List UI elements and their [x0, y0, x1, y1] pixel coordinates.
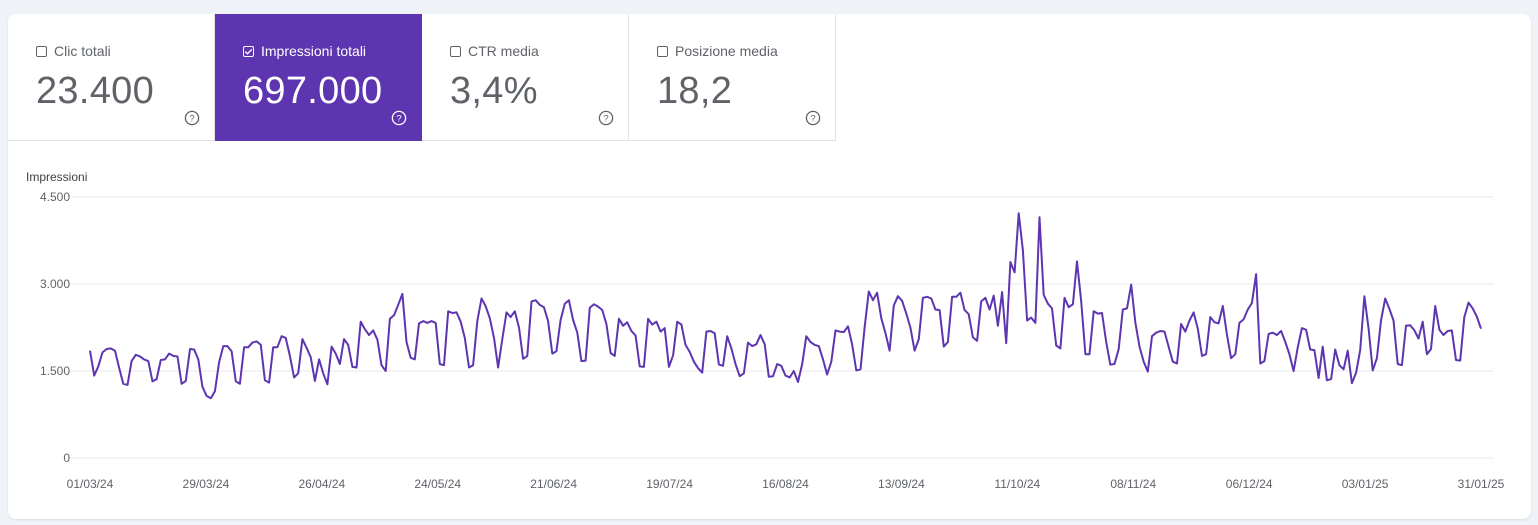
checkbox-unchecked-icon[interactable] — [36, 45, 47, 57]
checkbox-checked-icon[interactable] — [243, 45, 254, 57]
metric-value: 3,4% — [450, 70, 538, 112]
x-tick-label: 01/03/24 — [67, 477, 114, 491]
svg-text:?: ? — [396, 113, 401, 124]
x-tick-label: 31/01/25 — [1458, 477, 1505, 491]
metric-label: Posizione media — [675, 43, 778, 59]
metric-header: Impressioni totali — [243, 43, 366, 59]
metric-label: Impressioni totali — [261, 43, 367, 59]
chart-area: Impressioni 0 1.500 3.000 4.500 01/03/24 29/03… — [8, 154, 1531, 519]
svg-text:?: ? — [189, 113, 194, 124]
y-tick-label: 4.500 — [40, 190, 70, 204]
svg-text:?: ? — [810, 113, 815, 124]
x-tick-label: 21/06/24 — [530, 477, 577, 491]
metric-header: Posizione media — [657, 43, 778, 59]
metric-label: CTR media — [468, 43, 539, 59]
checkbox-unchecked-icon[interactable] — [450, 45, 461, 57]
metric-tabs: Clic totali 23.400 ? Impressioni totali … — [8, 14, 836, 141]
metric-tab-clicks[interactable]: Clic totali 23.400 ? — [8, 14, 215, 141]
impressions-line-chart[interactable]: Impressioni 0 1.500 3.000 4.500 01/03/24 29/03… — [8, 154, 1531, 519]
x-tick-label: 19/07/24 — [646, 477, 693, 491]
x-tick-label: 08/11/24 — [1110, 477, 1156, 491]
help-icon[interactable]: ? — [598, 110, 614, 126]
metric-value: 697.000 — [243, 70, 383, 112]
x-tick-label: 06/12/24 — [1226, 477, 1273, 491]
metric-value: 23.400 — [36, 70, 155, 112]
series-line-impressions — [89, 212, 1482, 400]
metric-header: CTR media — [450, 43, 539, 59]
help-icon[interactable]: ? — [805, 110, 821, 126]
x-tick-label: 11/10/24 — [994, 477, 1040, 491]
y-axis-title: Impressioni — [26, 170, 87, 184]
x-tick-label: 03/01/25 — [1342, 477, 1389, 491]
x-tick-label: 24/05/24 — [414, 477, 461, 491]
help-icon[interactable]: ? — [391, 110, 407, 126]
y-tick-label: 0 — [63, 451, 70, 465]
metric-tab-impressions[interactable]: Impressioni totali 697.000 ? — [215, 14, 422, 141]
y-tick-label: 1.500 — [40, 364, 70, 378]
x-tick-label: 16/08/24 — [762, 477, 809, 491]
performance-card: Clic totali 23.400 ? Impressioni totali … — [8, 14, 1531, 519]
metric-tab-position[interactable]: Posizione media 18,2 ? — [629, 14, 836, 141]
metric-header: Clic totali — [36, 43, 111, 59]
x-tick-label: 13/09/24 — [878, 477, 925, 491]
help-icon[interactable]: ? — [184, 110, 200, 126]
metric-value: 18,2 — [657, 70, 733, 112]
x-tick-label: 29/03/24 — [183, 477, 230, 491]
metric-tab-ctr[interactable]: CTR media 3,4% ? — [422, 14, 629, 141]
checkbox-unchecked-icon[interactable] — [657, 45, 668, 57]
metric-label: Clic totali — [54, 43, 111, 59]
x-tick-label: 26/04/24 — [298, 477, 345, 491]
y-tick-label: 3.000 — [40, 277, 70, 291]
svg-text:?: ? — [603, 113, 608, 124]
